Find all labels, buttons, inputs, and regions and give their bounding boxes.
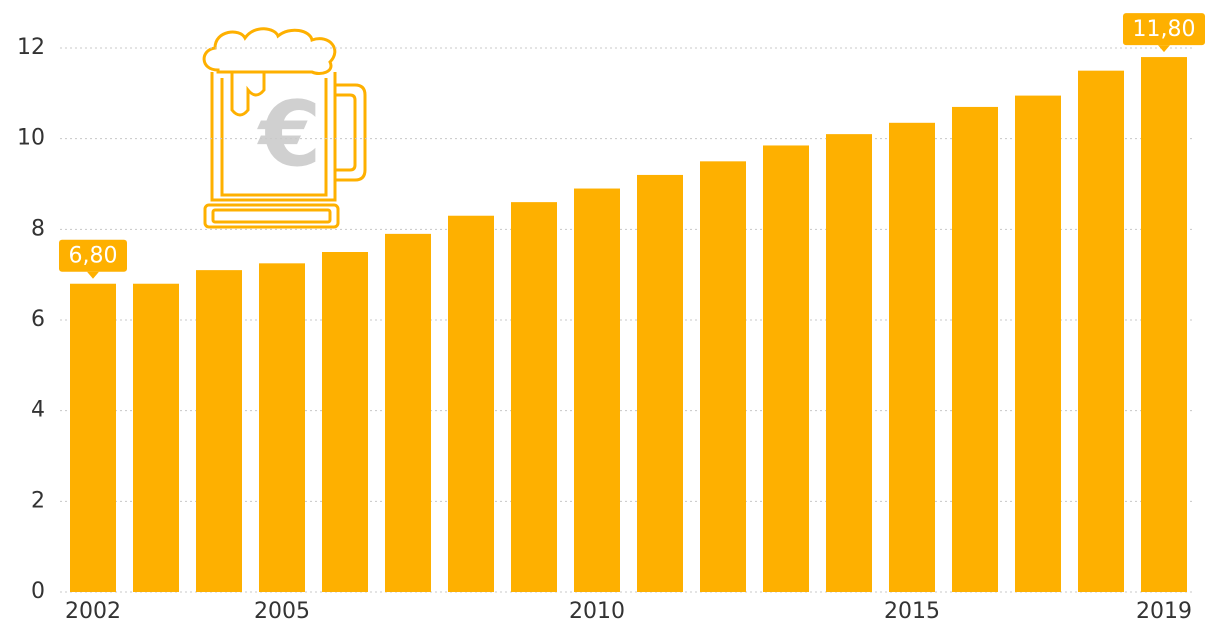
value-label-box [59, 239, 127, 272]
y-tick-label: 2 [31, 488, 45, 513]
y-tick-label: 12 [17, 35, 45, 60]
bar [133, 283, 179, 592]
bar [511, 202, 557, 592]
bar [1015, 95, 1061, 592]
bar [826, 134, 872, 592]
y-tick-label: 0 [31, 579, 45, 604]
beer-icon [202, 27, 367, 229]
value-label-box [1123, 13, 1205, 46]
bar [700, 161, 746, 593]
bar [952, 106, 998, 592]
y-tick-label: 6 [31, 307, 45, 332]
x-tick-label: 2019 [1136, 599, 1192, 624]
y-tick-label: 8 [31, 216, 45, 241]
y-tick-label: 4 [31, 398, 45, 423]
bar [196, 270, 242, 592]
bar [448, 215, 494, 592]
bar [1141, 57, 1187, 593]
bar [322, 252, 368, 592]
y-tick-label: 10 [17, 126, 45, 151]
value-label: 11,80 [1133, 17, 1196, 42]
bar [259, 263, 305, 592]
bar [889, 122, 935, 593]
x-tick-label: 2002 [65, 599, 121, 624]
x-tick-label: 2005 [254, 599, 310, 624]
euro-icon: € [257, 82, 322, 187]
bar [637, 174, 683, 592]
value-label-pointer [87, 271, 99, 279]
bar [70, 283, 116, 592]
bar [763, 145, 809, 592]
x-tick-label: 2015 [884, 599, 940, 624]
bar [1078, 70, 1124, 592]
value-label-pointer [1158, 45, 1170, 53]
bar [574, 188, 620, 593]
bar [385, 233, 431, 592]
x-tick-label: 2010 [569, 599, 625, 624]
value-label: 6,80 [69, 244, 118, 269]
